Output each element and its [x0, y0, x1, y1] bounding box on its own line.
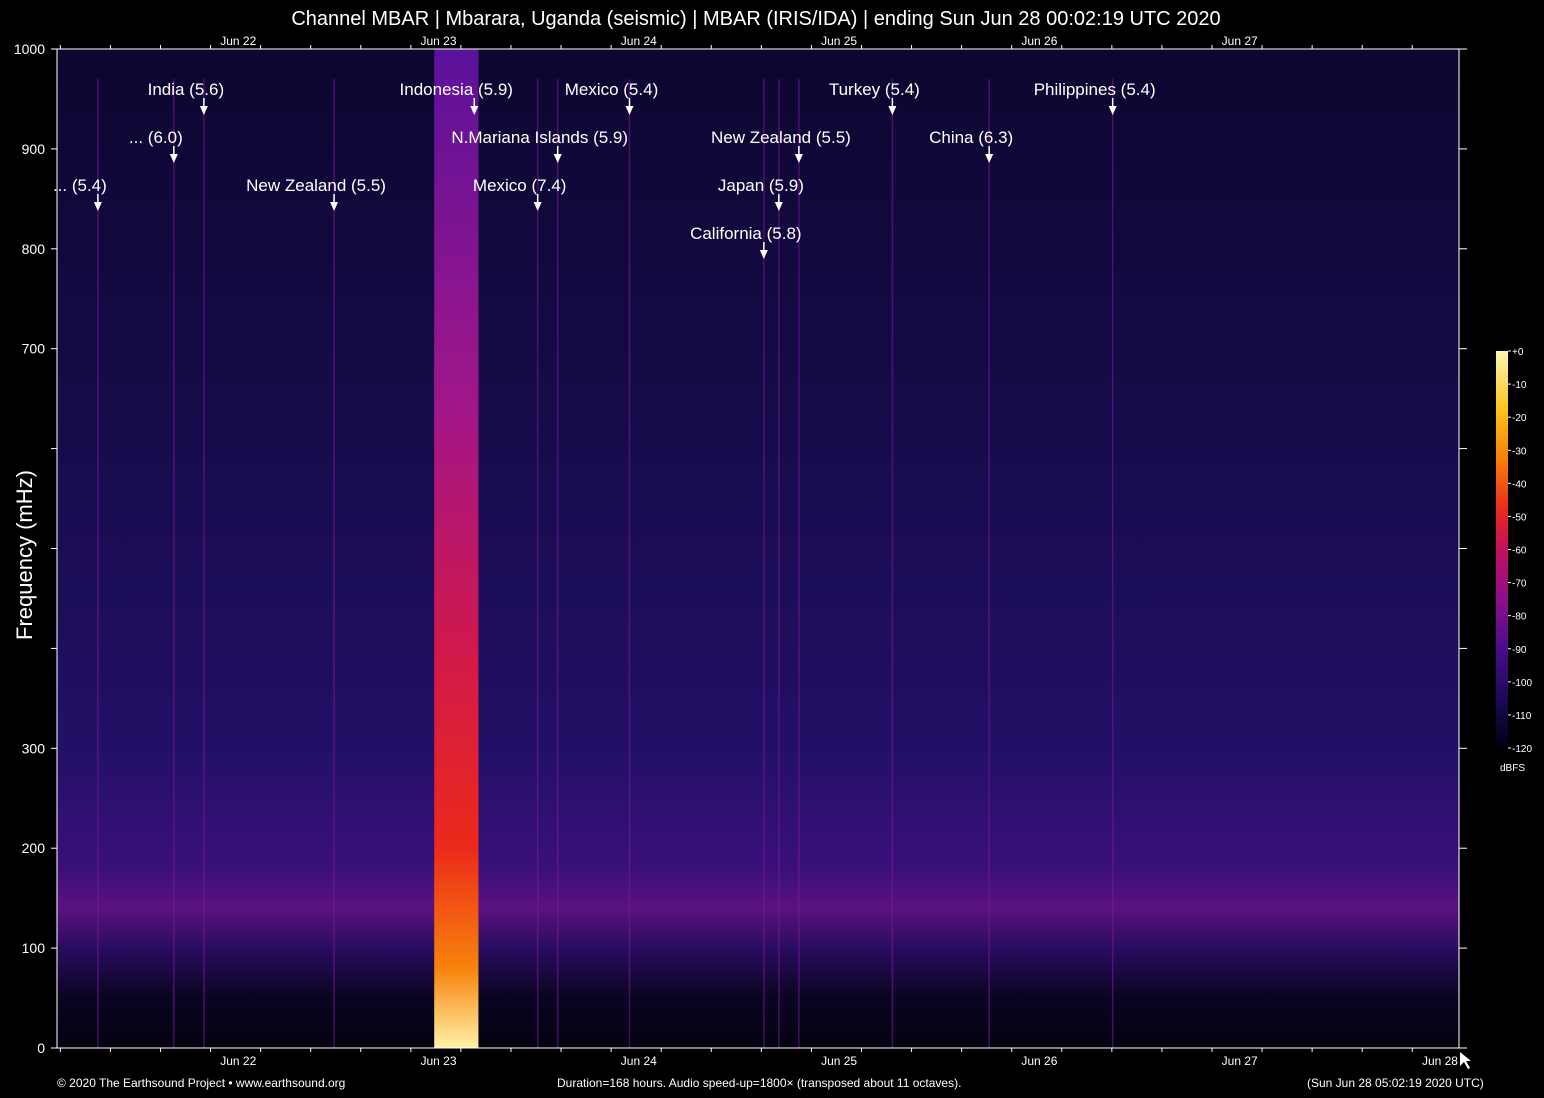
event-arrow-head — [794, 154, 803, 163]
event-arrow-head — [1108, 106, 1117, 115]
event-arrow-head — [625, 106, 634, 115]
colorbar-tick-label: -90 — [1512, 645, 1527, 656]
colorbar-tick-label: -120 — [1512, 744, 1532, 755]
x-day-label: Jun 25 — [821, 1054, 857, 1068]
x-day-label: Jun 26 — [1021, 1054, 1057, 1068]
y-tick-label: 700 — [22, 341, 46, 357]
event-label: Mexico (5.4) — [565, 80, 659, 99]
colorbar-tick-label: -30 — [1512, 446, 1527, 457]
x-day-label-top: Jun 26 — [1021, 34, 1057, 48]
x-day-label: Jun 28 — [1422, 1054, 1458, 1068]
event-arrow-head — [985, 154, 994, 163]
y-tick-label: 800 — [22, 241, 46, 257]
event-label: N.Mariana Islands (5.9) — [451, 128, 628, 147]
y-tick-label: 0 — [37, 1040, 45, 1056]
x-day-label-top: Jun 27 — [1222, 34, 1258, 48]
x-day-label: Jun 27 — [1222, 1054, 1258, 1068]
event-arrow-head — [553, 154, 562, 163]
event-arrow-head — [470, 106, 479, 115]
event-label: ... (6.0) — [129, 128, 183, 147]
colorbar-tick-label: -80 — [1512, 612, 1527, 623]
event-arrow-head — [199, 106, 208, 115]
chart-title: Channel MBAR | Mbarara, Uganda (seismic)… — [291, 8, 1221, 30]
event-arrow-head — [774, 202, 783, 211]
event-label: China (6.3) — [929, 128, 1013, 147]
event-arrow-head — [888, 106, 897, 115]
footer-duration: Duration=168 hours. Audio speed-up=1800×… — [557, 1076, 962, 1090]
colorbar-tick-label: -70 — [1512, 579, 1527, 590]
x-day-label-top: Jun 22 — [220, 34, 256, 48]
x-day-label: Jun 23 — [421, 1054, 457, 1068]
y-tick-label: 200 — [22, 840, 46, 856]
colorbar-unit: dBFS — [1500, 763, 1525, 774]
x-day-label-top: Jun 23 — [421, 34, 457, 48]
footer-timestamp: (Sun Jun 28 05:02:19 2020 UTC) — [1307, 1076, 1484, 1090]
colorbar-tick-label: -110 — [1512, 711, 1532, 722]
event-label: Philippines (5.4) — [1034, 80, 1156, 99]
event-arrow-head — [533, 202, 542, 211]
colorbar-tick-label: -20 — [1512, 413, 1527, 424]
x-axis: Jun 22 Jun 22 Jun 23 Jun 23 Jun 24 Jun 24 Jun … — [59, 34, 1458, 1068]
colorbar-tick-label: -40 — [1512, 479, 1527, 490]
colorbar: +0 -10 -20 -30 -40 -50 -60 -70 -80 -90 -100 -110 -12… — [1496, 347, 1532, 774]
y-tick-label: 1000 — [14, 41, 45, 57]
plot-background — [57, 49, 1459, 1048]
colorbar-gradient — [1496, 351, 1508, 748]
event-label: California (5.8) — [690, 224, 802, 243]
event-arrow-head — [330, 202, 339, 211]
event-label: Indonesia (5.9) — [400, 80, 513, 99]
y-tick-label: 900 — [22, 141, 46, 157]
event-label: India (5.6) — [148, 80, 225, 99]
event-label: New Zealand (5.5) — [246, 176, 386, 195]
colorbar-tick-label: -10 — [1512, 380, 1527, 391]
event-label: Mexico (7.4) — [473, 176, 567, 195]
y-tick-label: 300 — [22, 740, 46, 756]
x-day-label-top: Jun 25 — [821, 34, 857, 48]
event-label: New Zealand (5.5) — [711, 128, 851, 147]
y-tick-label: 100 — [22, 940, 46, 956]
strong-event-band — [434, 49, 479, 1048]
y-axis: 0 100 200 300 700 800 900 1000 — [14, 41, 1467, 1056]
event-label: Turkey (5.4) — [829, 80, 920, 99]
footer-copyright: © 2020 The Earthsound Project • www.eart… — [57, 1076, 346, 1090]
event-annotations: ... (5.4) ... (6.0) India (5.6) New Zealand… — [53, 80, 1156, 259]
y-axis-label: Frequency (mHz) — [12, 470, 37, 640]
x-day-label: Jun 24 — [621, 1054, 657, 1068]
colorbar-tick-label: -60 — [1512, 546, 1527, 557]
event-label: ... (5.4) — [53, 176, 107, 195]
colorbar-tick-label: -100 — [1512, 678, 1532, 689]
event-label: Japan (5.9) — [718, 176, 804, 195]
cursor-icon — [1460, 1052, 1471, 1069]
x-day-label: Jun 22 — [220, 1054, 256, 1068]
colorbar-tick-label: +0 — [1512, 347, 1524, 358]
event-arrow-head — [759, 250, 768, 259]
x-day-label-top: Jun 24 — [621, 34, 657, 48]
colorbar-tick-label: -50 — [1512, 512, 1527, 523]
event-arrow-head — [93, 202, 102, 211]
event-arrow-head — [169, 154, 178, 163]
event-streaks — [97, 79, 1114, 1048]
